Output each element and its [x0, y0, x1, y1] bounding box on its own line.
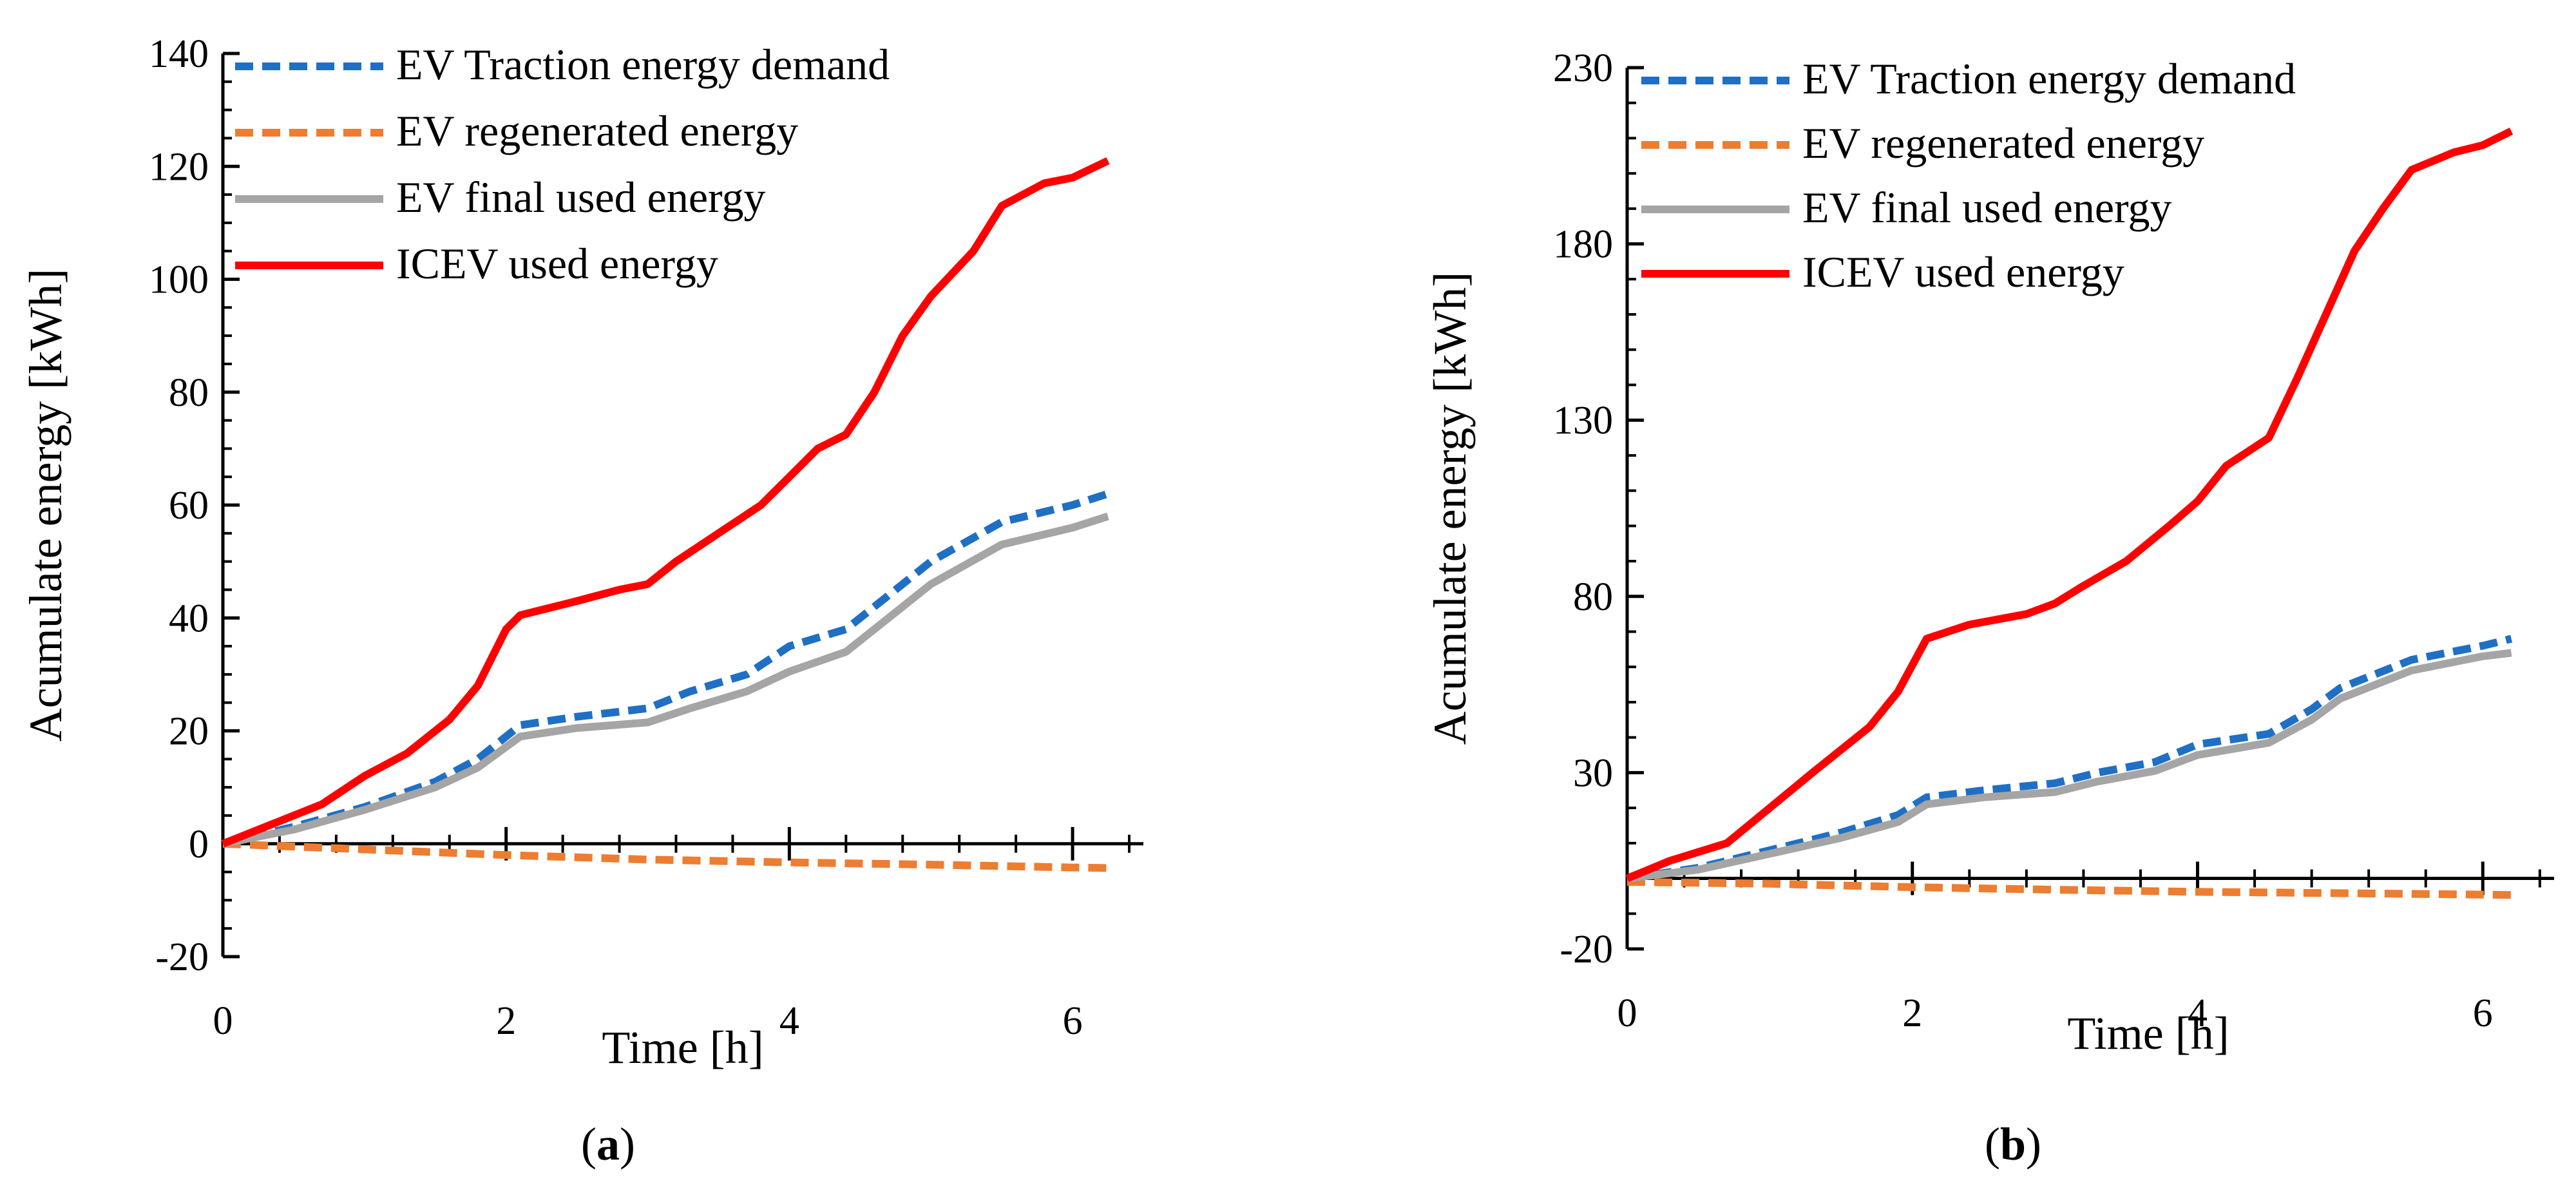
panel-b-y-tick-label: -20	[1560, 928, 1613, 971]
panel-a-x-axis-title: Time [h]	[602, 1022, 763, 1073]
panel-b-series-line-3	[1625, 128, 2514, 883]
panel-b-y-tick-label: 230	[1553, 46, 1613, 90]
panel-a-x-tick-label: 2	[496, 999, 516, 1043]
panel-b-series-line-1	[1627, 878, 2512, 899]
panel-b-series-line-0	[1627, 635, 2513, 883]
panel-a-series-line-3	[221, 157, 1110, 848]
panel-a-y-tick-label: 0	[189, 823, 209, 866]
panel-a-y-tick-label: 80	[169, 371, 209, 415]
panel-a-legend-label: EV Traction energy demand	[396, 40, 890, 89]
panel-b-legend-label: EV final used energy	[1802, 183, 2171, 232]
panel-b-y-tick-label: 30	[1573, 751, 1613, 795]
panel-b-chart: -20 30 80 130 180 230 0 2 4 6 Time [h] Acumulate en…	[1424, 46, 2554, 1170]
panel-a-x-tick-label: 0	[213, 999, 233, 1043]
panel-a-y-tick-label: -20	[155, 935, 209, 979]
panel-a-y-tick-label: 40	[169, 597, 209, 640]
panel-b-y-tick-label: 130	[1553, 399, 1613, 443]
panel-b-x-axis-title: Time [h]	[2067, 1008, 2229, 1059]
panel-b-y-tick-label: 80	[1573, 575, 1613, 619]
panel-b-series-line-2	[1627, 649, 2512, 883]
panel-a-legend-label: ICEV used energy	[396, 239, 718, 288]
panel-b-legend-label: EV Traction energy demand	[1802, 54, 2296, 103]
panel-a-y-tick-label: 140	[149, 32, 209, 76]
panel-b-legend-label: EV regenerated energy	[1802, 119, 2204, 167]
panel-a-series-line-0	[222, 490, 1109, 848]
panel-b-x-tick-label: 6	[2473, 991, 2493, 1035]
panel-a-legend-label: EV regenerated energy	[396, 106, 798, 155]
panel-b-legend: EV Traction energy demand EV regenerated …	[1641, 54, 2296, 296]
panel-b-x-tick-label: 2	[1902, 991, 1922, 1035]
panel-a-y-tick-label: 20	[169, 710, 209, 754]
panel-a-series-line-1	[222, 839, 1109, 872]
panel-b-legend-label: ICEV used energy	[1802, 247, 2124, 296]
panel-a-label: (a)	[581, 1118, 635, 1170]
panel-a-legend-label: EV final used energy	[396, 173, 765, 222]
panel-b-label: (b)	[1985, 1118, 2041, 1170]
panel-a-y-axis-title: Acumulate energy [kWh]	[20, 269, 72, 741]
panel-a-y-tick-label: 100	[149, 258, 209, 302]
panel-b-x-tick-label: 0	[1617, 991, 1637, 1035]
panel-b-y-tick-label: 180	[1553, 223, 1613, 267]
panel-a-y-tick-label: 120	[149, 145, 209, 189]
panel-b-x-tick-label: 4	[2188, 991, 2208, 1035]
panel-b-y-axis-title: Acumulate energy [kWh]	[1424, 272, 1476, 745]
panel-a-series-line-2	[222, 512, 1109, 848]
panel-a-x-tick-label: 4	[779, 999, 799, 1043]
panel-a-x-tick-label: 6	[1063, 999, 1083, 1043]
panel-a-y-tick-label: 60	[169, 484, 209, 528]
panel-a-legend: EV Traction energy demand EV regenerated …	[235, 40, 890, 288]
